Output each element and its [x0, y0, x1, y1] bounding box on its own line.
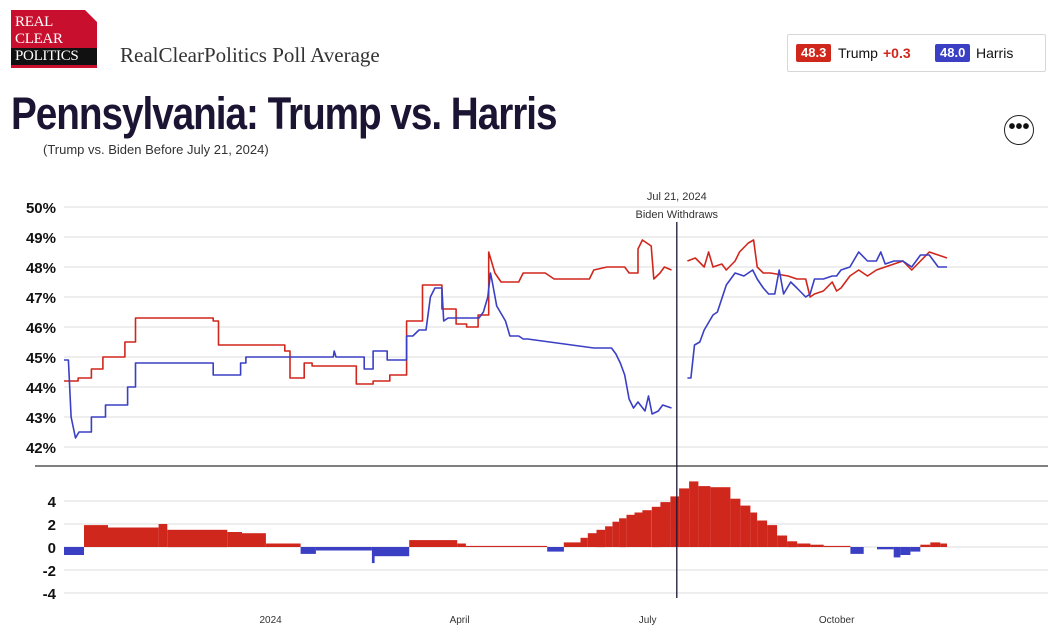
spread-bar	[374, 547, 410, 557]
harris-value-badge: 48.0	[935, 44, 971, 62]
line-chart-y-labels: 50% 49% 48% 47% 46% 45% 44% 43% 42%	[26, 200, 56, 457]
spread-bar	[823, 545, 851, 547]
spread-bar	[626, 514, 635, 547]
spread-bar	[900, 547, 911, 555]
spread-bar	[910, 547, 921, 552]
spread-chart-bars	[64, 481, 947, 564]
spread-bar	[877, 547, 894, 550]
spread-bar	[689, 481, 699, 547]
logo-word-real: REAL	[15, 14, 53, 30]
trump-legend-name: Trump	[838, 45, 878, 61]
trump-series-line	[64, 239, 948, 385]
spread-bar	[740, 505, 751, 547]
spread-bar	[651, 506, 661, 548]
y-tick-label: 4	[48, 494, 57, 511]
spread-bar	[787, 541, 798, 548]
line-chart-series	[64, 239, 948, 439]
x-axis-labels: 2024 April July October	[259, 615, 855, 626]
y-tick-label: 44%	[26, 380, 56, 397]
spread-bar	[850, 547, 864, 554]
spread-bar	[409, 540, 458, 547]
y-tick-label: 46%	[26, 320, 56, 337]
more-options-button[interactable]: •••	[1004, 115, 1034, 145]
rcp-logo[interactable]: REAL CLEAR POLITICS	[11, 10, 97, 68]
y-tick-label: -2	[43, 563, 56, 580]
spread-bar	[547, 547, 564, 552]
y-tick-label: 42%	[26, 440, 56, 457]
spread-bar	[158, 524, 168, 547]
brand-title: RealClearPolitics Poll Average	[120, 43, 380, 67]
spread-bar	[580, 537, 588, 547]
spread-bar	[777, 535, 788, 547]
spread-bar	[596, 529, 606, 548]
spread-bar	[605, 526, 613, 547]
spread-bar	[810, 544, 824, 547]
spread-bar	[587, 533, 597, 547]
spread-bar	[642, 510, 652, 547]
x-tick-label: October	[819, 615, 855, 626]
page-subtitle: (Trump vs. Biden Before July 21, 2024)	[43, 142, 269, 157]
spread-bar	[300, 547, 316, 554]
logo-corner-fold	[85, 10, 97, 22]
y-tick-label: 47%	[26, 290, 56, 307]
y-tick-label: 50%	[26, 200, 56, 217]
spread-bar	[265, 543, 301, 547]
x-tick-label: April	[450, 615, 470, 626]
y-tick-label: 43%	[26, 410, 56, 427]
spread-bar	[634, 512, 643, 547]
trump-change: +0.3	[883, 45, 911, 61]
spread-bar	[730, 498, 741, 547]
spread-bar	[893, 547, 901, 558]
x-tick-label: July	[639, 615, 657, 626]
spread-bar	[679, 488, 690, 547]
spread-bar	[797, 543, 811, 547]
spread-bar	[371, 547, 375, 564]
y-tick-label: 45%	[26, 350, 56, 367]
y-tick-label: 0	[48, 540, 56, 557]
spread-bar	[315, 547, 372, 551]
spread-bar	[241, 533, 266, 547]
page-title: Pennsylvania: Trump vs. Harris	[11, 88, 558, 139]
spread-bar	[767, 525, 778, 547]
harris-series-line	[64, 251, 947, 439]
spread-bar	[84, 525, 108, 547]
spread-bar	[619, 518, 627, 548]
spread-bar	[108, 527, 159, 547]
spread-bar	[920, 544, 931, 547]
spread-bar	[660, 502, 671, 547]
spread-bar	[757, 520, 768, 547]
logo-word-politics: POLITICS	[11, 48, 97, 65]
spread-bar	[227, 532, 242, 547]
spread-bar	[612, 521, 620, 547]
trump-value-badge: 48.3	[796, 44, 832, 62]
harris-legend-name: Harris	[976, 45, 1014, 61]
logo-word-clear: CLEAR	[15, 31, 63, 47]
legend-box: 48.3 Trump +0.3 48.0 Harris	[787, 34, 1046, 72]
spread-bar	[167, 529, 228, 548]
spread-bar	[670, 496, 680, 547]
spread-bar	[698, 486, 711, 547]
spread-bar	[750, 512, 758, 547]
spread-bar	[563, 542, 581, 547]
biden-withdraws-annotation: Jul 21, 2024 Biden Withdraws	[636, 191, 719, 598]
annotation-date: Jul 21, 2024	[647, 191, 707, 203]
y-tick-label: 49%	[26, 230, 56, 247]
line-chart-gridlines	[64, 206, 1048, 448]
y-tick-label: 2	[48, 517, 56, 534]
x-tick-label: 2024	[259, 615, 282, 626]
spread-bar	[940, 543, 947, 547]
spread-chart-y-labels: 4 2 0 -2 -4	[43, 494, 57, 603]
spread-bar	[465, 545, 548, 547]
spread-bar	[64, 547, 84, 555]
y-tick-label: -4	[43, 586, 57, 603]
spread-bar	[457, 543, 466, 547]
spread-bar	[930, 542, 941, 547]
annotation-label: Biden Withdraws	[636, 209, 719, 221]
spread-bar	[710, 487, 731, 547]
y-tick-label: 48%	[26, 260, 56, 277]
